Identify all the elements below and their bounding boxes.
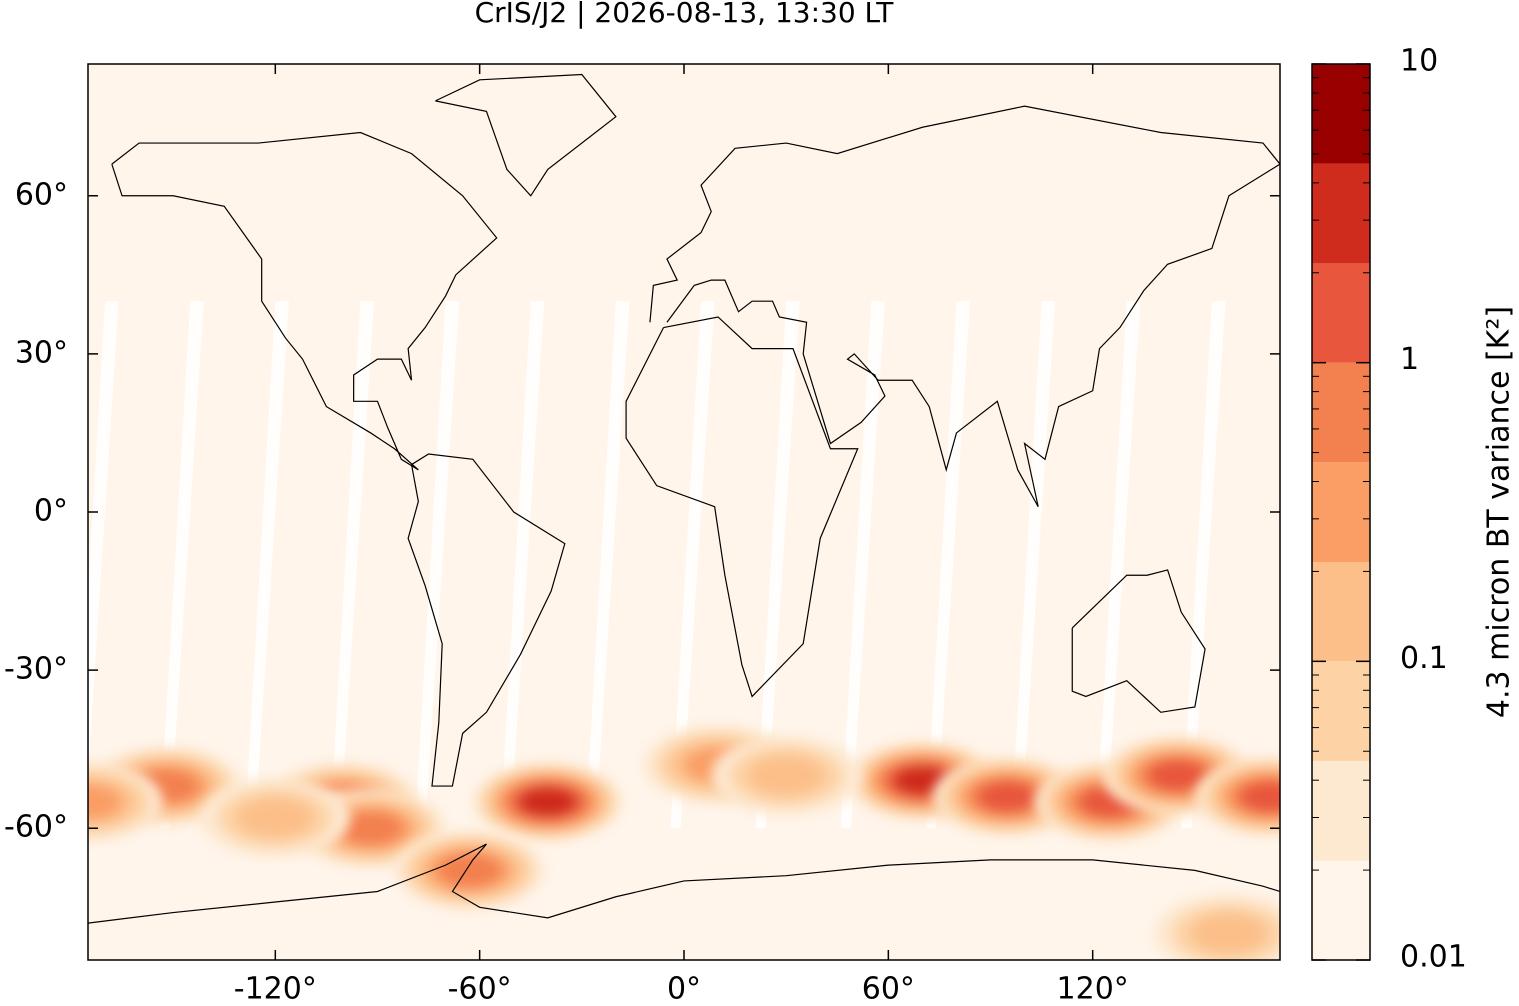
colorbar-segment (1312, 562, 1370, 662)
y-tick-label: -30° (4, 652, 68, 687)
y-tick-label: 30° (15, 335, 68, 370)
swath-gap (670, 301, 715, 829)
colorbar-segment (1312, 760, 1370, 861)
swath-gap (1096, 301, 1141, 829)
hotspot-level (438, 854, 501, 887)
coastline (1071, 569, 1206, 713)
hotspot (711, 735, 862, 816)
swath-gap (159, 301, 204, 829)
x-tick-label: -120° (234, 972, 317, 1003)
hotspot-level (339, 812, 402, 845)
swath-gap (329, 301, 375, 829)
hotspot-level (1148, 760, 1207, 791)
colorbar-label: 4.3 micron BT variance [K²] (1482, 306, 1517, 718)
coastline (407, 453, 566, 787)
swath-gap (414, 301, 460, 829)
y-tick-label: -60° (4, 810, 68, 845)
hotspot-level (88, 784, 122, 820)
colorbar-segment (1312, 163, 1370, 264)
swath-gap (755, 301, 800, 829)
chart-title: CrIS/J2 | 2026-08-13, 13:30 LT (475, 0, 895, 29)
coastline (435, 73, 617, 197)
hotspot-level (236, 797, 314, 838)
coastline (111, 131, 498, 471)
hotspot (472, 761, 623, 842)
hotspot-level (1240, 781, 1280, 812)
hotspot (200, 777, 351, 858)
hotspot-level (1190, 913, 1268, 954)
swath-gap (88, 301, 119, 776)
colorbar-segment (1312, 462, 1370, 563)
coastline (625, 316, 859, 698)
colorbar-tick-label: 1 (1400, 342, 1419, 377)
swath-gap (1181, 301, 1226, 829)
swath-gap (840, 301, 885, 829)
map-area (88, 64, 1280, 960)
hotspot-level (747, 755, 825, 796)
swath-gap (1010, 301, 1056, 829)
colorbar-tick-label: 10 (1400, 44, 1438, 79)
y-tick-label: 60° (15, 177, 68, 212)
colorbar-tick-label: 0.1 (1400, 641, 1448, 676)
colorbar-segment (1312, 263, 1370, 363)
hotspot (1194, 756, 1280, 837)
x-tick-label: 60° (862, 972, 915, 1003)
hotspot (1153, 893, 1280, 960)
y-tick-label: 0° (34, 494, 68, 529)
colorbar-segment (1312, 860, 1370, 960)
colorbar-tick-label: 0.01 (1400, 940, 1467, 975)
coastline (649, 105, 1280, 508)
coastline (88, 843, 1280, 924)
hotspot-level (519, 787, 576, 817)
x-tick-label: 0° (667, 972, 701, 1003)
swath-gap (925, 301, 971, 829)
hotspot (88, 761, 163, 842)
hotspot-level (978, 781, 1037, 812)
swath-gap (585, 301, 630, 829)
swath-gap (500, 301, 545, 829)
colorbar-segment (1312, 64, 1370, 164)
colorbar-segment (1312, 362, 1370, 463)
hotspot (394, 830, 545, 911)
x-tick-label: -60° (448, 972, 512, 1003)
colorbar-frame (1311, 63, 1371, 961)
swath-gap (244, 301, 289, 829)
colorbar-segment (1312, 661, 1370, 761)
x-tick-label: 120° (1057, 972, 1129, 1003)
